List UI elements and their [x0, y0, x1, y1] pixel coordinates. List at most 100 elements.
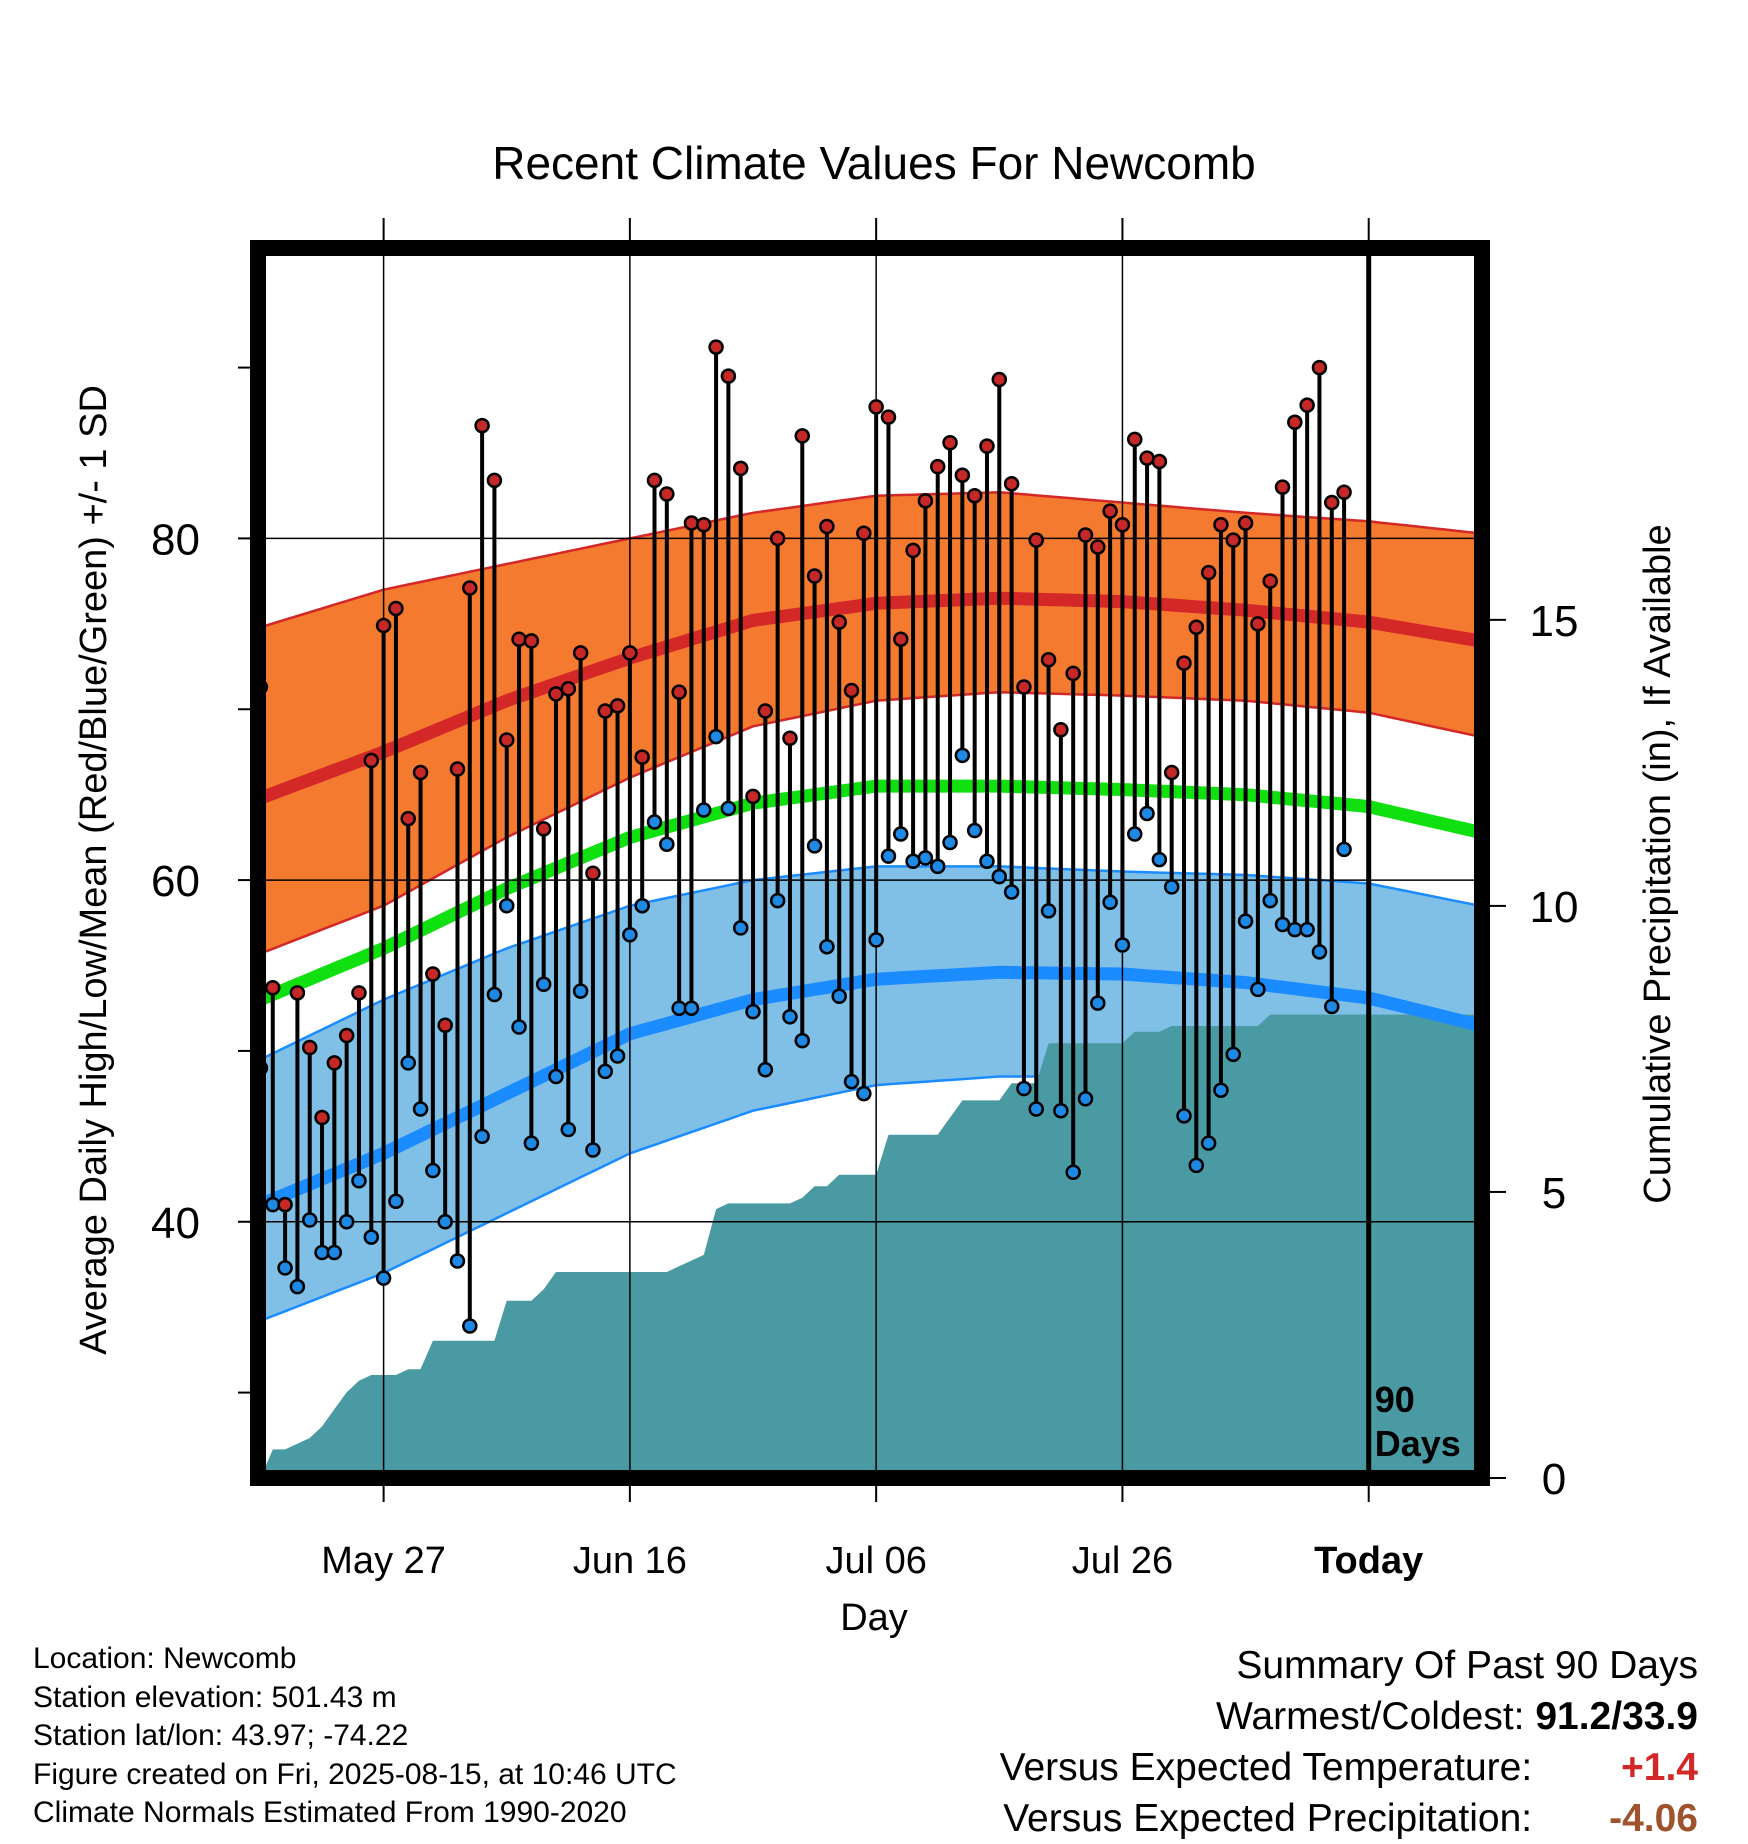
daily-low-point — [375, 1270, 392, 1286]
daily-high-point — [893, 631, 909, 647]
daily-low-point — [1090, 995, 1106, 1011]
daily-low-point — [1200, 1135, 1217, 1151]
summary-temp-label: Versus Expected Temperature: — [999, 1746, 1533, 1789]
daily-low-point — [265, 1196, 281, 1213]
daily-high-point — [1003, 476, 1020, 492]
daily-low-point — [597, 1063, 614, 1080]
daily-high-point — [400, 810, 416, 827]
daily-high-point — [991, 371, 1008, 388]
y-axis-label: Average Daily High/Low/Mean (Red/Blue/Gr… — [73, 385, 115, 1355]
daily-low-point — [1274, 916, 1291, 933]
daily-low-point — [1016, 1080, 1032, 1097]
daily-high-point — [511, 631, 527, 647]
daily-high-point — [1213, 517, 1229, 533]
daily-low-point — [560, 1121, 577, 1138]
daily-low-point — [856, 1085, 872, 1102]
summary-warmest-label: Warmest/Coldest: — [1216, 1695, 1525, 1738]
x-tick-label: Jul 26 — [1072, 1540, 1173, 1582]
daily-low-point — [1287, 921, 1303, 938]
daily-low-point — [1324, 998, 1340, 1015]
daily-low-point — [917, 850, 934, 866]
daily-low-point — [1188, 1157, 1205, 1174]
x-tick-label: Jun 16 — [573, 1540, 687, 1582]
daily-low-point — [979, 853, 995, 870]
summary-warmest-row: Warmest/Coldest: 91.2/33.9 — [1000, 1691, 1698, 1742]
daily-low-point — [757, 1061, 774, 1078]
daily-low-point — [954, 747, 971, 764]
daily-high-point — [1053, 722, 1069, 738]
daily-low-point — [1065, 1164, 1081, 1180]
daily-high-point — [301, 1039, 318, 1056]
daily-high-point — [1102, 503, 1118, 519]
daily-high-point — [1077, 527, 1094, 543]
daily-low-point — [326, 1244, 343, 1261]
daily-low-point — [474, 1128, 490, 1145]
daily-high-point — [1287, 414, 1303, 430]
daily-low-point — [449, 1253, 466, 1269]
daily-high-point — [1151, 453, 1168, 470]
normal-high-line — [258, 591, 1481, 805]
daily-high-point — [1126, 431, 1143, 448]
daily-high-point — [1176, 655, 1192, 671]
y-tick-label: 60 — [151, 857, 200, 906]
daily-high-point — [794, 428, 811, 444]
daily-low-point — [338, 1214, 355, 1230]
summary-precip-row: Versus Expected Precipitation: -4.06 — [1000, 1793, 1698, 1844]
daily-low-point — [905, 853, 921, 870]
daily-low-point — [388, 1193, 404, 1209]
low-upper-edge — [259, 865, 1480, 1061]
daily-high-point — [449, 761, 466, 777]
daily-high-point — [462, 580, 478, 596]
daily-low-point — [929, 858, 946, 875]
daily-high-point — [1200, 564, 1217, 581]
daily-high-point — [375, 617, 392, 634]
daily-low-point — [1163, 879, 1180, 895]
daily-low-point — [412, 1101, 429, 1117]
daily-high-point — [659, 486, 675, 502]
daily-high-point — [646, 472, 663, 489]
daily-high-point — [363, 752, 380, 769]
daily-low-point — [1139, 805, 1155, 822]
daily-high-point — [917, 493, 934, 509]
normal-mean-line — [257, 779, 1481, 1006]
daily-low-point — [1028, 1101, 1044, 1117]
daily-low-point — [609, 1048, 626, 1064]
daily-high-point — [868, 399, 884, 415]
daily-low-point — [831, 988, 847, 1004]
daily-low-point — [301, 1212, 318, 1228]
daily-high-point — [1028, 532, 1044, 548]
daily-high-point — [880, 409, 897, 425]
y2-tick-label: 0 — [1542, 1455, 1566, 1504]
daily-high-point — [289, 985, 306, 1001]
daily-low-point — [659, 836, 675, 852]
daily-high-point — [474, 417, 490, 434]
daily-high-point — [634, 749, 650, 765]
daily-high-point — [326, 1055, 343, 1071]
today-marker-label-line: 90 — [1375, 1379, 1415, 1420]
daily-high-point — [523, 633, 540, 649]
daily-high-point — [622, 645, 638, 661]
daily-low-point — [314, 1244, 330, 1261]
daily-high-point — [696, 517, 712, 533]
daily-low-point — [511, 1019, 527, 1035]
daily-low-point — [966, 822, 983, 839]
daily-high-point — [966, 487, 983, 504]
summary-panel: Summary Of Past 90 Days Warmest/Coldest:… — [1000, 1640, 1698, 1844]
daily-low-point — [806, 838, 823, 854]
daily-high-point — [1250, 616, 1266, 632]
daily-high-point — [942, 435, 958, 451]
daily-high-point — [498, 732, 515, 748]
daily-low-point — [1262, 892, 1278, 909]
daily-low-point — [991, 868, 1008, 885]
daily-low-point — [745, 1003, 761, 1020]
daily-high-point — [437, 1017, 453, 1034]
daily-high-point — [708, 339, 724, 355]
daily-low-point — [1336, 841, 1352, 858]
daily-low-point — [769, 892, 786, 909]
daily-high-point — [425, 966, 441, 982]
daily-high-point — [277, 1196, 293, 1213]
normal-low-line — [257, 965, 1482, 1211]
daily-low-point — [1126, 826, 1143, 842]
daily-high-point — [388, 600, 404, 617]
